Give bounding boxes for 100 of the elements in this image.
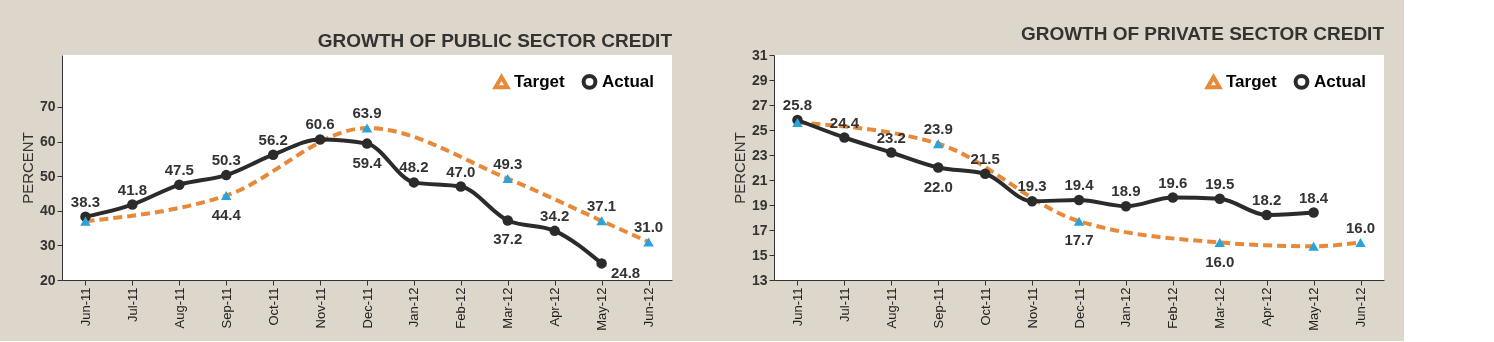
x-tick-label: Oct-11 xyxy=(265,287,281,326)
x-tick-label: Sep-11 xyxy=(930,287,946,329)
x-tick-label: Jun-11 xyxy=(77,287,93,327)
data-label: 34.2 xyxy=(540,206,570,224)
x-tick-label: Dec-11 xyxy=(359,287,375,329)
x-tick-label: Oct-11 xyxy=(977,287,993,326)
data-label: 60.6 xyxy=(305,115,335,133)
y-tick-label: 25 xyxy=(751,121,768,138)
x-tick-label: Jan-12 xyxy=(1118,287,1134,328)
x-tick-label: Apr-12 xyxy=(1259,287,1275,327)
point xyxy=(361,138,373,149)
data-label: 16.0 xyxy=(1205,252,1235,270)
y-tick-label: 70 xyxy=(39,98,56,115)
data-label: 18.9 xyxy=(1111,182,1141,200)
x-tick-label: Feb-12 xyxy=(453,287,469,329)
point xyxy=(1214,193,1226,204)
x-tick-label: Feb-12 xyxy=(1165,287,1181,329)
data-label: 59.4 xyxy=(352,153,383,171)
point xyxy=(127,199,138,210)
x-tick-label: Jun-12 xyxy=(1353,287,1369,328)
data-label: 18.2 xyxy=(1252,191,1282,208)
y-tick-label: 17 xyxy=(751,221,768,238)
point xyxy=(1261,209,1272,221)
y-tick-label: 27 xyxy=(751,96,768,113)
data-label: 21.5 xyxy=(970,149,1000,167)
y-tick-label: 40 xyxy=(39,202,56,219)
point xyxy=(979,168,991,179)
point xyxy=(1308,207,1319,218)
data-label: 63.9 xyxy=(352,104,382,122)
data-label: 19.3 xyxy=(1017,177,1047,195)
point xyxy=(1073,194,1085,206)
data-label: 16.0 xyxy=(1345,218,1376,236)
data-label: 50.3 xyxy=(211,151,241,169)
legend-label: Actual xyxy=(1314,71,1366,91)
data-label: 47.5 xyxy=(164,160,194,178)
data-label: 37.2 xyxy=(493,230,523,248)
point xyxy=(932,162,944,173)
y-tick-label: 50 xyxy=(39,167,56,184)
legend-label: Target xyxy=(1226,72,1278,92)
point xyxy=(174,179,185,191)
data-label: 24.8 xyxy=(611,264,641,282)
y-axis-title: PERCENT xyxy=(730,132,748,204)
data-label: 56.2 xyxy=(258,130,288,148)
y-tick-label: 60 xyxy=(39,133,56,150)
point xyxy=(314,134,326,145)
point xyxy=(1120,201,1132,212)
y-tick-label: 31 xyxy=(751,46,768,63)
data-label: 19.5 xyxy=(1205,174,1235,192)
point xyxy=(1167,192,1179,203)
x-tick-label: Nov-11 xyxy=(1024,287,1040,329)
y-tick-label: 19 xyxy=(751,196,768,213)
legend-label: Target xyxy=(514,72,566,92)
x-tick-label: Mar-12 xyxy=(500,287,516,329)
legend-label: Actual xyxy=(602,71,654,91)
x-tick-label: Dec-11 xyxy=(1071,287,1087,329)
x-tick-label: Jun-11 xyxy=(789,287,805,327)
data-label: 17.7 xyxy=(1064,231,1094,249)
x-tick-label: Aug-11 xyxy=(171,287,187,329)
point xyxy=(455,181,467,192)
y-tick-label: 29 xyxy=(751,71,768,88)
y-tick-label: 23 xyxy=(751,146,768,163)
point xyxy=(886,147,897,158)
y-tick-label: 30 xyxy=(39,236,56,253)
data-label: 19.6 xyxy=(1158,173,1188,191)
point xyxy=(549,225,560,237)
data-label: 37.1 xyxy=(587,196,617,214)
data-label: 47.0 xyxy=(446,162,476,180)
point xyxy=(267,149,279,160)
data-label: 31.0 xyxy=(633,217,664,235)
x-tick-label: May-12 xyxy=(594,287,610,331)
data-label: 49.3 xyxy=(493,154,523,172)
y-tick-label: 20 xyxy=(39,271,56,288)
data-label: 48.2 xyxy=(399,158,429,176)
data-label: 23.9 xyxy=(923,119,953,137)
y-tick-label: 21 xyxy=(751,171,768,188)
x-tick-label: Aug-11 xyxy=(883,287,899,329)
x-tick-label: Jul-11 xyxy=(124,287,140,322)
data-label: 44.4 xyxy=(211,205,242,223)
chart-title: GROWTH OF PRIVATE SECTOR CREDIT xyxy=(1020,23,1385,44)
x-tick-label: Mar-12 xyxy=(1212,287,1228,329)
y-tick-label: 15 xyxy=(751,246,768,263)
x-tick-label: Jul-11 xyxy=(836,287,852,322)
y-tick-label: 13 xyxy=(751,271,768,288)
x-tick-label: May-12 xyxy=(1306,287,1322,331)
point xyxy=(408,177,420,188)
x-tick-label: Jan-12 xyxy=(406,287,422,328)
point xyxy=(220,169,232,181)
chart-title: GROWTH OF PUBLIC SECTOR CREDIT xyxy=(317,30,673,51)
point xyxy=(839,132,850,143)
data-label: 22.0 xyxy=(923,177,953,195)
data-label: 19.4 xyxy=(1064,176,1095,193)
x-tick-label: Jun-12 xyxy=(641,287,657,328)
point xyxy=(596,258,607,269)
data-label: 23.2 xyxy=(876,128,906,146)
x-tick-label: Nov-11 xyxy=(312,287,328,329)
data-label: 25.8 xyxy=(782,96,813,113)
data-label: 38.3 xyxy=(70,192,101,210)
point xyxy=(502,215,514,226)
x-tick-label: Apr-12 xyxy=(547,287,563,327)
data-label: 41.8 xyxy=(117,180,147,198)
